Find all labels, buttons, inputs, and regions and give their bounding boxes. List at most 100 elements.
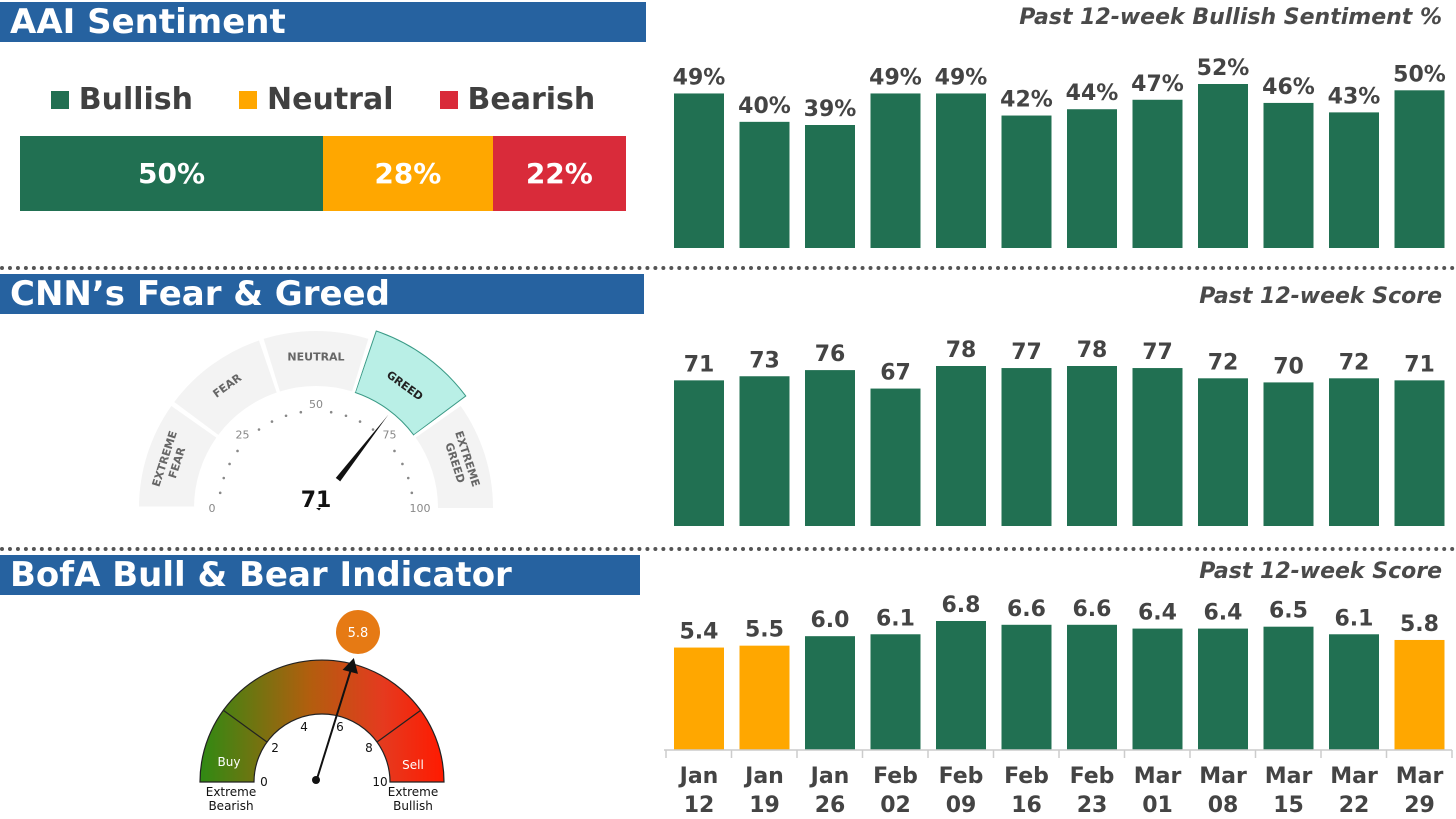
bofa-chart-title: Past 12-week Score [1199,559,1442,584]
gauge-value-label: 5.8 [348,626,369,641]
stacked-segment-50pct: 50% [20,136,323,211]
bar-2-1 [739,376,790,526]
gauge-tick-label-4: 100 [410,502,431,515]
bar-label-1-8: 52% [1197,56,1250,81]
x-label-month-2: Jan [809,764,850,789]
gauge-value-bubble [336,610,380,654]
bar-label-1-11: 50% [1393,62,1446,87]
bar-label-2-8: 72 [1208,350,1239,375]
cnn-chart-title: Past 12-week Score [1199,284,1442,309]
gauge-tick-dot-9 [299,410,303,414]
gauge-zone-neutral [263,331,369,392]
bar-label-1-9: 46% [1262,75,1315,100]
bar-1-6 [1067,109,1117,248]
bar-label-2-2: 76 [815,342,846,367]
bar-label-1-5: 42% [1000,88,1053,113]
x-label-day-7: 01 [1142,793,1173,818]
legend-item-bullish: Bullish [50,82,194,117]
bar-label-3-3: 6.1 [876,606,915,631]
bar-label-2-7: 77 [1142,340,1173,365]
legend-label-bullish: Bullish [78,82,194,117]
gauge-zone-divider-1 [376,709,422,743]
legend-label-neutral: Neutral [267,82,394,117]
bar-label-3-4: 6.8 [942,593,981,618]
x-label-month-1: Jan [743,764,784,789]
bar-2-9 [1263,382,1314,526]
bar-3-7 [1132,628,1183,750]
x-label-month-11: Mar [1396,764,1444,789]
x-label-month-0: Jan [678,764,719,789]
bar-label-3-2: 6.0 [811,608,850,633]
bar-1-10 [1329,112,1379,248]
x-label-month-4: Feb [939,764,984,789]
x-label-month-10: Mar [1330,764,1378,789]
x-label-day-2: 26 [815,793,846,818]
gauge-tick-label-4: 4 [300,720,308,734]
bar-3-2 [805,636,855,750]
gauge-tick-label-8: 8 [365,741,373,755]
x-label-month-3: Feb [873,764,918,789]
gauge-tick-label-0: 0 [260,775,268,789]
legend-item-bearish: Bearish [439,82,596,117]
gauge-zone-label-extreme-fear: EXTREMEFEAR [150,429,193,492]
stacked-segment-22pct: 22% [492,136,626,211]
gauge-zone-divider-0 [222,709,268,743]
bar-label-2-3: 67 [880,361,911,386]
x-label-month-8: Mar [1199,764,1247,789]
bar-3-10 [1329,634,1379,750]
bar-label-3-6: 6.6 [1073,597,1112,622]
bar-3-1 [739,645,790,750]
gauge-needle-head [342,658,358,674]
gauge-tick-label-2: 50 [309,398,323,411]
bar-label-1-10: 43% [1328,84,1381,109]
bar-label-1-0: 49% [673,65,726,90]
bar-1-2 [805,125,855,248]
x-label-month-9: Mar [1265,764,1313,789]
x-label-day-4: 09 [946,793,977,818]
legend-swatch-bearish [439,90,458,109]
gauge-tick-dot-7 [270,420,274,423]
bar-3-0 [674,647,724,750]
gauge-value-hub [280,472,352,508]
gauge-tick-dot-8 [284,414,288,418]
bar-label-2-0: 71 [684,352,715,377]
gauge-tick-label-0: 0 [209,502,216,515]
bar-label-3-0: 5.4 [680,620,719,645]
aai-stacked-bar: 50% 28% 22% [20,136,626,211]
bar-2-0 [674,380,724,526]
aai-chart-title: Past 12-week Bullish Sentiment % [1019,5,1442,30]
bar-label-1-1: 40% [738,94,791,119]
x-label-day-0: 12 [684,793,715,818]
bar-2-10 [1329,378,1379,526]
gauge-zone-fear [174,340,277,435]
gauge-tick-dot-3 [228,462,231,466]
gauge-arc [199,659,445,783]
legend-label-bearish: Bearish [467,82,596,117]
gauge-tick-dot-17 [401,462,404,466]
section-separator-1 [0,266,1456,270]
bar-2-6 [1067,366,1117,526]
bar-label-1-6: 44% [1066,81,1119,106]
bar-3-9 [1263,626,1314,750]
gauge-zone-divider-2 [259,339,280,393]
bar-1-11 [1394,90,1445,248]
bofa-bull-bear-header: BofA Bull & Bear Indicator [0,555,640,595]
gauge-zone-label-neutral: NEUTRAL [287,351,344,364]
gauge-buy-label: Buy [218,755,241,769]
gauge-tick-dot-19 [410,491,414,495]
gauge-tick-dot-16 [393,449,396,453]
bar-2-5 [1001,368,1052,526]
stacked-segment-28pct: 28% [323,136,493,211]
bar-3-11 [1394,639,1445,750]
bar-label-1-7: 47% [1131,72,1184,97]
gauge-zone-label-extreme-greed: EXTREMEGREED [440,429,483,492]
gauge-tick-label-1: 25 [235,428,249,441]
gauge-tick-dot-14 [371,428,375,431]
bar-1-1 [739,121,790,248]
x-label-day-6: 23 [1077,793,1108,818]
bar-label-3-1: 5.5 [745,618,784,643]
x-label-day-10: 22 [1339,793,1370,818]
